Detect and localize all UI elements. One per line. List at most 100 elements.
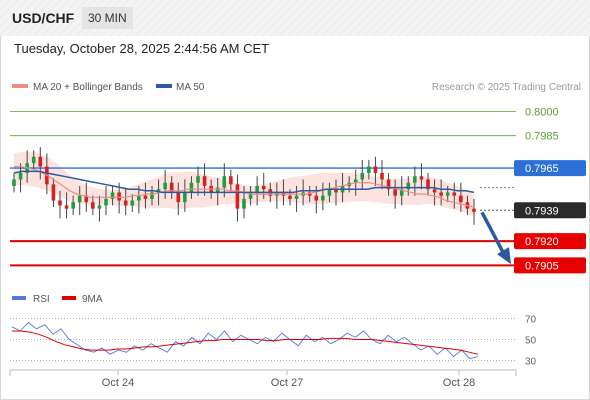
x-axis-ticks: Oct 24 Oct 27 Oct 28 — [102, 370, 475, 389]
level-lines — [10, 110, 516, 267]
candle-61 — [406, 176, 411, 196]
candle-body-15 — [104, 198, 108, 206]
candle-body-65 — [432, 189, 437, 193]
candle-body-5 — [38, 156, 43, 167]
candle-30 — [202, 163, 207, 196]
candle-body-13 — [91, 202, 95, 209]
candle-body-39 — [261, 185, 266, 190]
candle-body-60 — [399, 189, 404, 196]
ma50-line — [13, 170, 475, 194]
candle-37 — [248, 185, 253, 206]
candle-54 — [360, 160, 365, 190]
candle-body-34 — [229, 176, 233, 185]
candle-body-63 — [419, 176, 424, 180]
candle-body-22 — [150, 192, 154, 199]
candle-26 — [176, 182, 181, 216]
candle-body-17 — [117, 192, 121, 201]
candle-35 — [235, 174, 240, 222]
candle-59 — [393, 179, 397, 209]
candle-body-24 — [163, 182, 167, 190]
candle-body-27 — [183, 192, 187, 203]
candles — [12, 147, 476, 225]
candle-body-23 — [156, 189, 161, 193]
candle-body-50 — [334, 189, 338, 193]
candle-body-19 — [130, 200, 135, 206]
level-label-4-bg — [514, 233, 586, 250]
candle-body-1 — [12, 179, 16, 186]
ma20-legend-label: MA 20 + Bollinger Bands — [33, 82, 143, 93]
candle-28 — [189, 176, 194, 199]
candle-16 — [110, 185, 115, 206]
candle-body-36 — [242, 198, 246, 209]
rsi-panel: 70 50 30 — [10, 314, 537, 368]
candle-body-25 — [169, 182, 174, 193]
candle-body-59 — [393, 189, 397, 196]
candle-body-55 — [367, 166, 371, 173]
instrument-title: USD/CHF — [12, 10, 75, 26]
candle-33 — [222, 163, 227, 198]
candle-14 — [97, 195, 102, 222]
chart-datetime: Tuesday, October 28, 2025 2:44:56 AM CET — [14, 41, 270, 56]
candle-body-61 — [406, 182, 411, 190]
candle-body-30 — [202, 176, 207, 186]
candle-body-11 — [77, 195, 82, 203]
candle-body-9 — [64, 205, 69, 209]
candle-body-66 — [439, 192, 443, 196]
candle-body-8 — [58, 200, 62, 206]
candle-62 — [413, 166, 417, 196]
last-price-label: 0.7939 — [525, 205, 559, 217]
bollinger-band-area — [14, 151, 474, 216]
candle-63 — [419, 163, 424, 190]
candle-25 — [169, 176, 174, 199]
candle-38 — [255, 176, 259, 206]
candle-body-32 — [215, 187, 220, 193]
timeframe-badge[interactable]: 30 MIN — [82, 7, 133, 29]
level-label-3: 0.7965 — [525, 163, 559, 175]
candle-body-28 — [189, 182, 194, 193]
x-tick-label-3: Oct 28 — [443, 377, 475, 389]
candle-body-14 — [97, 205, 102, 209]
candle-body-29 — [196, 176, 200, 183]
candle-58 — [386, 172, 391, 196]
candle-19 — [130, 194, 135, 212]
candle-46 — [307, 185, 312, 203]
candle-body-37 — [248, 192, 253, 199]
bollinger-band — [14, 151, 474, 216]
candle-27 — [183, 179, 187, 212]
candle-22 — [150, 185, 154, 206]
candle-body-2 — [18, 172, 23, 180]
candle-body-48 — [321, 195, 325, 201]
x-tick-label-2: Oct 27 — [271, 377, 303, 389]
candle-10 — [71, 195, 75, 216]
candle-9 — [64, 192, 69, 219]
rsi-tick-70: 70 — [525, 314, 537, 325]
candle-13 — [91, 195, 95, 216]
candle-34 — [229, 169, 233, 191]
candle-body-54 — [360, 172, 365, 180]
candle-body-53 — [353, 179, 358, 183]
forecast-arrow-shaft — [480, 211, 506, 255]
rsi-ma-line — [12, 330, 479, 355]
candle-21 — [143, 182, 148, 209]
candle-body-46 — [307, 192, 312, 196]
level-labels: 0.8000 0.7985 0.7965 0.7920 0.7905 0.7939 — [480, 106, 586, 274]
candle-body-20 — [137, 195, 141, 201]
candle-body-38 — [255, 185, 259, 193]
level-label-3-bg — [514, 160, 586, 177]
candle-11 — [77, 185, 82, 216]
x-tick-label-1: Oct 24 — [102, 377, 134, 389]
level-label-2: 0.7985 — [525, 131, 559, 143]
candle-body-7 — [51, 184, 56, 201]
forecast-arrow-head — [497, 247, 511, 265]
level-label-4: 0.7920 — [525, 236, 559, 248]
candle-36 — [242, 185, 246, 219]
rsi-line — [11, 321, 479, 360]
rsi-tick-30: 30 — [525, 357, 537, 368]
candle-body-21 — [143, 195, 148, 199]
candle-body-4 — [31, 156, 36, 164]
candle-71 — [472, 198, 476, 225]
candle-2 — [18, 163, 23, 193]
level-label-1: 0.8000 — [525, 106, 559, 118]
candle-44 — [294, 185, 299, 212]
candle-body-64 — [426, 179, 430, 190]
